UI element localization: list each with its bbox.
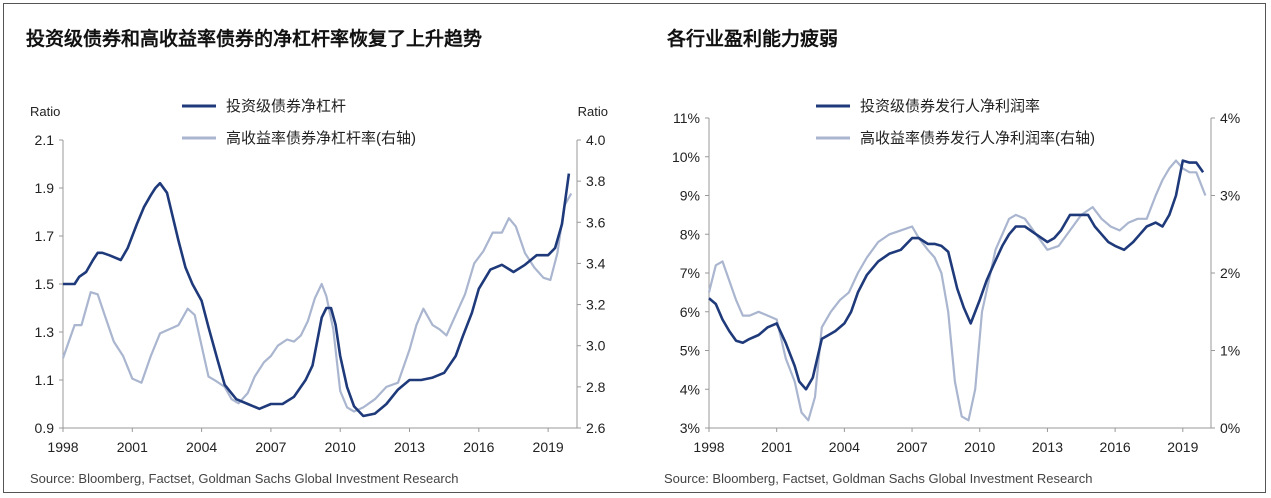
legend-label-2: 高收益率债券发行人净利润率(右轴) — [860, 130, 1095, 147]
left-y-tick-label: 7% — [680, 265, 700, 281]
x-tick-label: 1998 — [47, 439, 78, 455]
right-y-tick-label: 3.8 — [586, 173, 606, 189]
right-y-tick-label: 4.0 — [586, 132, 606, 148]
x-tick-label: 2004 — [186, 439, 217, 455]
left-y-tick-label: 11% — [673, 110, 700, 126]
x-tick-label: 2001 — [117, 439, 148, 455]
left-y-tick-label: 6% — [680, 304, 700, 320]
right-chart-panel: 各行业盈利能力疲弱 11% 10% 9% 8% 7% 6% 5% 4% 3% 4% 3% 2% 1% 0%… — [636, 4, 1267, 494]
x-tick-label: 2010 — [325, 439, 356, 455]
left-chart-panel: 投资级债券和高收益率债券的净杠杆率恢复了上升趋势 Ratio Ratio 2.1 1.… — [4, 4, 636, 494]
left-chart-title: 投资级债券和高收益率债券的净杠杆率恢复了上升趋势 — [26, 28, 483, 50]
right-y-tick-label: 2.8 — [586, 379, 606, 395]
series-line-2 — [61, 192, 573, 413]
left-y-tick-label: 9% — [680, 188, 700, 204]
left-chart-source: Source: Bloomberg, Factset, Goldman Sach… — [30, 471, 459, 486]
legend-label-2: 高收益率债券净杠杆率(右轴) — [226, 130, 416, 147]
series-line-1 — [63, 173, 571, 418]
right-chart: 11% 10% 9% 8% 7% 6% 5% 4% 3% 4% 3% 2% 1% 0% 1998 2001 20… — [672, 98, 1240, 455]
series-line-1 — [708, 159, 1205, 391]
left-y-tick-label: 1.3 — [35, 324, 55, 340]
left-y-tick-label: 10% — [672, 149, 700, 165]
right-y-tick-label: 3.0 — [586, 338, 606, 354]
x-tick-label: 2019 — [1167, 439, 1198, 455]
left-y-tick-label: 1.9 — [35, 180, 55, 196]
x-tick-label: 2010 — [964, 439, 995, 455]
legend-label-1: 投资级债券净杠杆 — [226, 98, 346, 115]
x-tick-label: 2004 — [829, 439, 860, 455]
left-y-tick-label: 1.7 — [35, 228, 55, 244]
left-y-tick-label: 3% — [680, 420, 700, 436]
left-y-tick-label: 2.1 — [35, 132, 55, 148]
right-y-tick-label: 3% — [1220, 188, 1240, 204]
figure-frame: 投资级债券和高收益率债券的净杠杆率恢复了上升趋势 Ratio Ratio 2.1 1.… — [3, 3, 1266, 493]
x-tick-label: 2016 — [463, 439, 494, 455]
right-y-tick-label: 2.6 — [586, 420, 606, 436]
left-y-tick-label: 1.1 — [35, 372, 55, 388]
right-chart-source: Source: Bloomberg, Factset, Goldman Sach… — [664, 471, 1093, 486]
right-y-tick-label: 4% — [1220, 110, 1240, 126]
legend-label-1: 投资级债券发行人净利润率 — [860, 98, 1040, 115]
right-y-tick-label: 3.2 — [586, 297, 606, 313]
right-y-tick-label: 3.4 — [586, 255, 606, 271]
x-tick-label: 2013 — [1032, 439, 1063, 455]
x-tick-label: 2001 — [761, 439, 792, 455]
left-chart: Ratio Ratio 2.1 1.9 1.7 1.5 1.3 1.1 0.9 4.0 3.8 3.6… — [30, 98, 608, 455]
right-axis-title: Ratio — [578, 104, 608, 119]
x-tick-label: 2013 — [394, 439, 425, 455]
left-y-tick-label: 8% — [680, 226, 700, 242]
right-y-tick-label: 3.6 — [586, 214, 606, 230]
left-y-tick-label: 4% — [680, 381, 700, 397]
x-tick-label: 2007 — [255, 439, 286, 455]
right-y-tick-label: 1% — [1220, 343, 1240, 359]
left-axis-title: Ratio — [30, 104, 60, 119]
x-tick-label: 2007 — [896, 439, 927, 455]
series-line-2 — [707, 159, 1207, 422]
left-y-tick-label: 5% — [680, 343, 700, 359]
x-tick-label: 1998 — [693, 439, 724, 455]
left-y-tick-label: 1.5 — [35, 276, 55, 292]
x-tick-label: 2016 — [1100, 439, 1131, 455]
right-y-tick-label: 2% — [1220, 265, 1240, 281]
right-chart-title: 各行业盈利能力疲弱 — [667, 28, 839, 50]
left-y-tick-label: 0.9 — [35, 420, 55, 436]
right-y-tick-label: 0% — [1220, 420, 1240, 436]
x-tick-label: 2019 — [533, 439, 564, 455]
